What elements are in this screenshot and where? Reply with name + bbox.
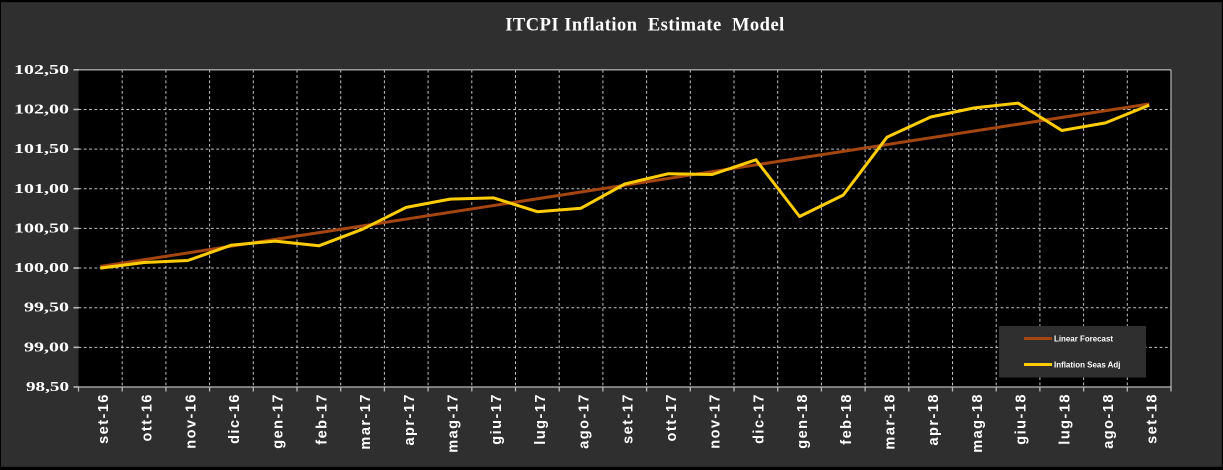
svg-text:98,50: 98,50 — [26, 379, 69, 394]
svg-text:lug-17: lug-17 — [533, 393, 549, 445]
svg-text:101,00: 101,00 — [14, 181, 69, 196]
svg-text:nov-17: nov-17 — [708, 393, 724, 449]
svg-text:100,00: 100,00 — [14, 260, 69, 275]
svg-text:nov-16: nov-16 — [183, 393, 199, 449]
svg-text:dic-17: dic-17 — [751, 393, 767, 444]
svg-text:mar-17: mar-17 — [358, 393, 374, 450]
svg-text:ott-16: ott-16 — [140, 393, 156, 441]
svg-text:dic-16: dic-16 — [227, 393, 243, 444]
svg-text:giu-17: giu-17 — [489, 393, 505, 445]
svg-text:set-18: set-18 — [1145, 393, 1161, 444]
svg-text:102,50: 102,50 — [14, 62, 69, 77]
svg-text:feb-17: feb-17 — [314, 393, 330, 445]
svg-text:giu-18: giu-18 — [1014, 393, 1030, 445]
svg-text:apr-18: apr-18 — [926, 393, 942, 446]
svg-text:mar-18: mar-18 — [882, 393, 898, 450]
svg-text:Linear Forecast: Linear Forecast — [1054, 333, 1113, 343]
svg-text:gen-18: gen-18 — [795, 393, 811, 449]
svg-text:lug-18: lug-18 — [1057, 393, 1073, 445]
svg-text:102,00: 102,00 — [14, 101, 69, 116]
svg-text:100,50: 100,50 — [14, 220, 69, 235]
svg-text:feb-18: feb-18 — [839, 393, 855, 445]
svg-text:mag-17: mag-17 — [445, 393, 461, 453]
svg-text:99,50: 99,50 — [24, 300, 69, 315]
svg-text:ott-17: ott-17 — [664, 393, 680, 441]
svg-text:set-16: set-16 — [96, 393, 112, 444]
svg-text:ago-17: ago-17 — [577, 393, 593, 449]
svg-text:set-17: set-17 — [620, 393, 636, 444]
svg-text:ITCPI Inflation Estimate Mod: ITCPI Inflation Estimate Model — [505, 16, 785, 36]
svg-text:apr-17: apr-17 — [402, 393, 418, 446]
svg-text:ago-18: ago-18 — [1101, 393, 1117, 449]
svg-text:mag-18: mag-18 — [970, 393, 986, 453]
svg-text:gen-17: gen-17 — [271, 393, 287, 449]
svg-text:99,00: 99,00 — [24, 339, 69, 354]
svg-text:101,50: 101,50 — [14, 141, 69, 156]
svg-text:Inflation Seas Adj: Inflation Seas Adj — [1054, 359, 1121, 369]
